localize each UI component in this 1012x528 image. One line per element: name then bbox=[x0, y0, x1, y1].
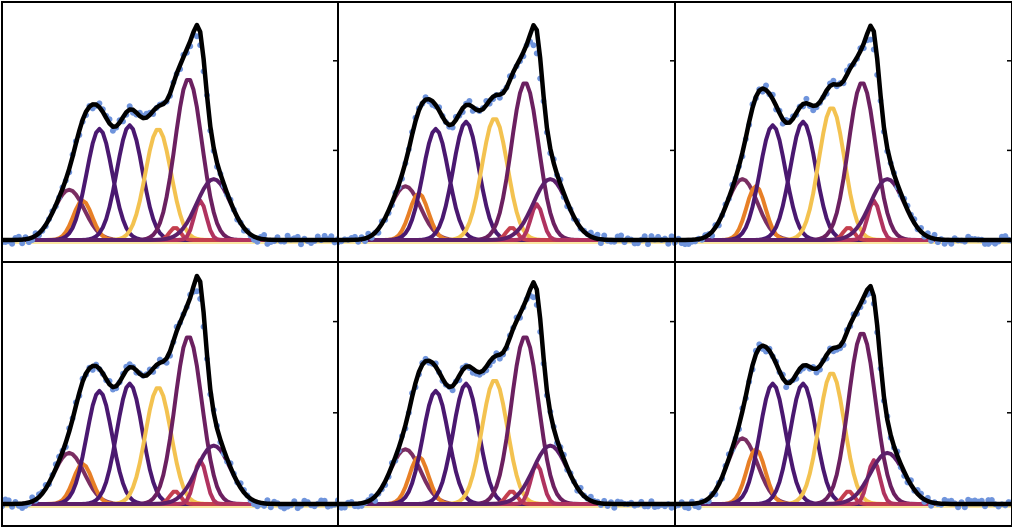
panel-2-2 bbox=[337, 261, 676, 527]
data-point bbox=[298, 241, 304, 248]
panel-frame bbox=[1, 261, 339, 527]
data-point bbox=[261, 232, 268, 238]
panel-2-1 bbox=[1, 261, 339, 527]
data-point bbox=[611, 504, 618, 511]
fit-line bbox=[2, 273, 338, 507]
data-point bbox=[9, 240, 16, 247]
data-point bbox=[618, 232, 625, 239]
data-point bbox=[645, 241, 651, 248]
plot-area bbox=[2, 22, 338, 248]
plot-area bbox=[338, 22, 675, 248]
data-point bbox=[530, 294, 537, 301]
fit-line bbox=[2, 22, 338, 243]
panel-1-1 bbox=[1, 1, 339, 263]
data-point bbox=[803, 95, 810, 102]
panel-1-3 bbox=[674, 1, 1012, 263]
fit-line bbox=[675, 23, 1012, 243]
data-point bbox=[665, 240, 672, 247]
data-point bbox=[988, 497, 995, 503]
data-point bbox=[867, 36, 874, 43]
panel-frame bbox=[674, 1, 1012, 263]
panel-frame bbox=[674, 261, 1012, 527]
plot-area bbox=[2, 273, 338, 512]
data-point bbox=[601, 232, 608, 239]
data-point bbox=[948, 240, 955, 247]
plot-area bbox=[338, 280, 675, 511]
data-point bbox=[685, 505, 692, 512]
plot-area bbox=[675, 23, 1012, 248]
panel-frame bbox=[337, 1, 676, 263]
data-point bbox=[530, 42, 537, 49]
data-point bbox=[783, 384, 790, 391]
fit-line bbox=[338, 280, 675, 507]
data-point bbox=[193, 288, 200, 295]
data-point bbox=[466, 98, 473, 104]
fit-line bbox=[338, 22, 675, 243]
plot-area bbox=[675, 283, 1012, 512]
panel-frame bbox=[337, 261, 676, 527]
fit-line bbox=[675, 283, 1012, 507]
panel-2-3 bbox=[674, 261, 1012, 527]
panel-1-2 bbox=[337, 1, 676, 263]
panel-frame bbox=[1, 1, 339, 263]
data-point bbox=[695, 504, 702, 511]
